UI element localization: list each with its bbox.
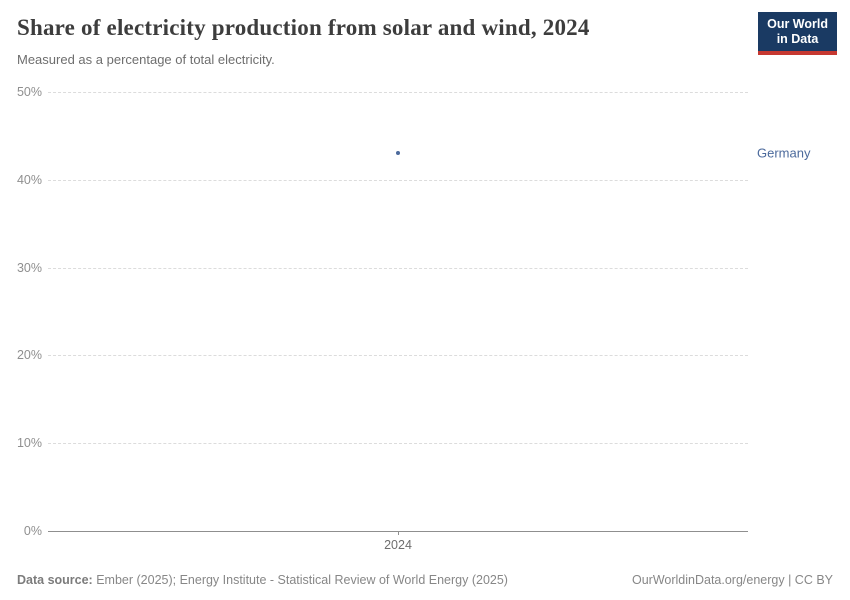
y-axis-tick-label: 20% [16,348,42,363]
gridline-30pct [48,267,748,269]
footer-license-link[interactable]: OurWorldinData.org/energy | CC BY [631,573,833,587]
entity-label-germany[interactable]: Germany [757,145,811,161]
x-axis-tick [398,531,399,535]
owid-logo-line1: Our World [767,17,828,31]
y-axis-tick-label: 0% [23,524,42,538]
page-title: Share of electricity production from sol… [17,15,590,40]
y-axis-tick-label: 50% [16,85,42,99]
gridline-50pct [48,92,748,93]
data-source-note: Data source: Ember (2025); Energy Instit… [17,573,508,587]
y-axis-tick-label: 30% [16,260,42,275]
data-source-text: Ember (2025); Energy Institute - Statist… [92,573,508,587]
gridline-10pct [48,443,748,445]
owid-logo-line2: in Data [776,32,819,46]
owid-logo[interactable]: Our World in Data [758,12,837,55]
data-point-germany[interactable] [396,151,400,156]
x-axis-tick-label: 2024 [384,538,412,552]
gridline-40pct [48,179,748,181]
y-axis-tick-label: 40% [16,172,42,187]
data-source-label: Data source: [17,573,93,587]
page-subtitle: Measured as a percentage of total electr… [17,52,275,67]
gridline-20pct [48,355,748,357]
y-axis-tick-label: 10% [16,436,42,451]
